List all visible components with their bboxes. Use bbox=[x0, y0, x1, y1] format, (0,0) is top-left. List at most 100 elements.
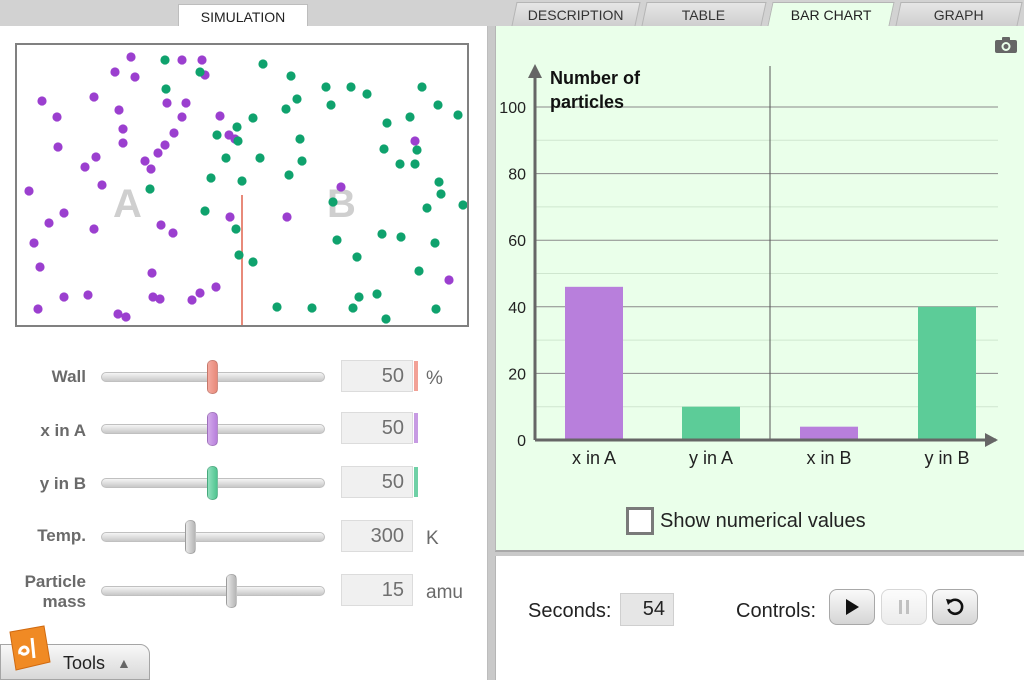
particle bbox=[286, 71, 296, 81]
particle bbox=[412, 145, 422, 155]
seconds-label: Seconds: bbox=[528, 600, 612, 622]
x-in-a-slider-row: x in A 50 bbox=[0, 412, 488, 452]
particle bbox=[97, 180, 107, 190]
particle bbox=[161, 84, 171, 94]
x-in-a-slider-thumb[interactable] bbox=[207, 412, 218, 446]
particle bbox=[248, 113, 258, 123]
simulation-panel: A B Wall 50 % x in A 50 y in B 50 Temp. … bbox=[0, 26, 488, 680]
tab-description[interactable]: DESCRIPTION bbox=[511, 2, 641, 26]
show-numerical-values-toggle[interactable]: Show numerical values bbox=[626, 506, 866, 536]
particle bbox=[458, 200, 467, 210]
particle bbox=[295, 134, 305, 144]
particle bbox=[181, 98, 191, 108]
particle bbox=[232, 122, 242, 132]
particle-mass-slider-track[interactable] bbox=[101, 586, 325, 596]
particle bbox=[24, 186, 34, 196]
particle bbox=[414, 266, 424, 276]
particle bbox=[145, 184, 155, 194]
tab-graph[interactable]: GRAPH bbox=[895, 2, 1023, 26]
temp-value-field[interactable]: 300 bbox=[341, 520, 413, 552]
reset-button[interactable] bbox=[932, 589, 978, 625]
particle bbox=[372, 289, 382, 299]
particle bbox=[362, 89, 372, 99]
play-icon bbox=[846, 599, 859, 615]
camera-icon[interactable] bbox=[994, 36, 1018, 54]
particle bbox=[35, 262, 45, 272]
tab-bar-chart[interactable]: BAR CHART bbox=[767, 2, 895, 26]
particle bbox=[206, 173, 216, 183]
particle bbox=[53, 142, 63, 152]
explorelearning-logo-icon[interactable] bbox=[4, 624, 52, 674]
particle bbox=[307, 303, 317, 313]
particle bbox=[155, 294, 165, 304]
bar-y-in-b bbox=[918, 306, 976, 440]
particle-mass-slider-thumb[interactable] bbox=[226, 574, 237, 608]
particle bbox=[195, 67, 205, 77]
y-in-b-value-field[interactable]: 50 bbox=[341, 466, 413, 498]
play-button[interactable] bbox=[829, 589, 875, 625]
x-tick-labels: x in A y in A x in B y in B bbox=[572, 448, 970, 468]
particle bbox=[118, 138, 128, 148]
x-in-a-color-bar bbox=[414, 413, 418, 443]
particle bbox=[282, 212, 292, 222]
x-tick-label: y in A bbox=[689, 448, 733, 468]
particle bbox=[83, 290, 93, 300]
particle bbox=[147, 268, 157, 278]
tab-table[interactable]: TABLE bbox=[641, 2, 767, 26]
region-a-label: A bbox=[113, 182, 142, 226]
wall-color-bar bbox=[414, 361, 418, 391]
particle bbox=[113, 309, 123, 319]
particle bbox=[321, 82, 331, 92]
y-tick-label: 0 bbox=[517, 433, 526, 450]
particle-mass-value-field[interactable]: 15 bbox=[341, 574, 413, 606]
particle bbox=[354, 292, 364, 302]
particle bbox=[59, 292, 69, 302]
temp-slider-row: Temp. 300 K bbox=[0, 520, 488, 560]
chart-bars bbox=[565, 286, 976, 440]
particle bbox=[126, 52, 136, 62]
particle bbox=[130, 72, 140, 82]
particle bbox=[200, 206, 210, 216]
wall-value-field[interactable]: 50 bbox=[341, 360, 413, 392]
y-in-b-color-bar bbox=[414, 467, 418, 497]
particle bbox=[160, 55, 170, 65]
particle bbox=[352, 252, 362, 262]
x-tick-label: y in B bbox=[924, 448, 969, 468]
y-in-b-slider-row: y in B 50 bbox=[0, 466, 488, 506]
particle bbox=[281, 104, 291, 114]
particle bbox=[140, 156, 150, 166]
tools-label: Tools bbox=[63, 653, 106, 673]
y-in-b-slider-thumb[interactable] bbox=[207, 466, 218, 500]
x-in-a-label: x in A bbox=[40, 421, 86, 440]
x-tick-label: x in B bbox=[806, 448, 851, 468]
y-tick-label: 60 bbox=[508, 233, 526, 250]
wall-slider-thumb[interactable] bbox=[207, 360, 218, 394]
y-tick-label: 40 bbox=[508, 300, 526, 317]
temp-slider-thumb[interactable] bbox=[185, 520, 196, 554]
particle-container: A B bbox=[15, 43, 469, 327]
particle bbox=[272, 302, 282, 312]
temp-unit: K bbox=[426, 528, 439, 549]
particle bbox=[168, 228, 178, 238]
particle bbox=[292, 94, 302, 104]
particle-canvas: A B bbox=[24, 52, 467, 325]
particle bbox=[33, 304, 43, 314]
particle bbox=[89, 92, 99, 102]
temp-slider-track[interactable] bbox=[101, 532, 325, 542]
particle bbox=[89, 224, 99, 234]
particle bbox=[215, 111, 225, 121]
pause-button[interactable] bbox=[881, 589, 927, 625]
bar-chart: Number of particles 0 20 40 60 80 100 x in A y… bbox=[499, 64, 998, 468]
show-numerical-values-checkbox[interactable] bbox=[626, 507, 654, 535]
particle bbox=[91, 152, 101, 162]
wall-slider-row: Wall 50 % bbox=[0, 360, 488, 400]
particle bbox=[410, 136, 420, 146]
tab-simulation[interactable]: SIMULATION bbox=[178, 4, 308, 28]
particle bbox=[346, 82, 356, 92]
tab-table-label: TABLE bbox=[682, 7, 726, 23]
particle bbox=[444, 275, 454, 285]
y-in-b-label: y in B bbox=[39, 474, 86, 493]
particle bbox=[248, 257, 258, 267]
x-in-a-value-field[interactable]: 50 bbox=[341, 412, 413, 444]
particle bbox=[258, 59, 268, 69]
